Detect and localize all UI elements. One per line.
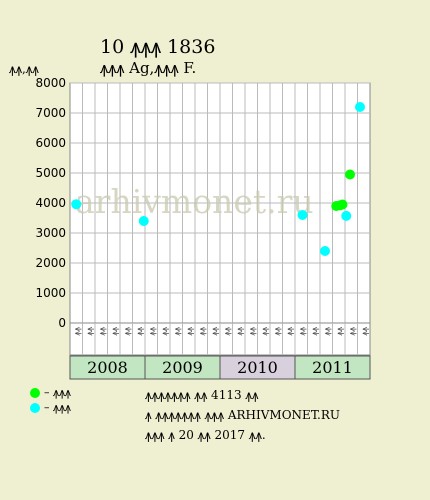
data-point <box>337 199 348 210</box>
legend-item-green: – ꙟꙟꙟ <box>30 385 71 400</box>
x-sublabel: ꙟꙟ <box>297 326 306 335</box>
y-axis-label: ꙟꙟ,ꙟꙟ <box>9 62 39 76</box>
x-sublabel: ꙟꙟ <box>322 326 331 335</box>
x-sublabel: ꙟꙟ <box>185 326 194 335</box>
x-sublabel: ꙟꙟ <box>97 326 106 335</box>
x-sublabel: ꙟꙟ <box>210 326 219 335</box>
price-chart: arhivmonet.ru 0 1000 2000 3000 4000 5000 6000 7… <box>35 76 371 380</box>
x-sublabel: ꙟꙟ <box>347 326 356 335</box>
x-sublabel: ꙟꙟ <box>310 326 319 335</box>
data-point <box>355 102 365 112</box>
legend-item-cyan: – ꙟꙟꙟ <box>30 400 71 415</box>
x-sublabel: ꙟꙟ <box>235 326 244 335</box>
data-point <box>341 210 352 221</box>
year-label: 2008 <box>87 358 128 377</box>
x-sublabel: ꙟꙟ <box>135 326 144 335</box>
y-axis-ticks: 0 1000 2000 3000 4000 5000 6000 7000 8000 <box>35 76 66 330</box>
legend-marker-green <box>30 387 40 398</box>
data-point <box>297 210 308 220</box>
data-point <box>71 199 82 210</box>
year-label: 2009 <box>162 358 203 377</box>
note-line: ꙟꙟꙟ ꙟ 20 ꙟꙟ 2017 ꙟꙟ. <box>145 428 266 442</box>
x-sublabel: ꙟꙟ <box>272 326 281 335</box>
note-line: ꙟꙟꙟꙟꙟꙟꙟ ꙟꙟ 4113 ꙟꙟ <box>145 388 259 402</box>
y-tick-label: 3000 <box>35 226 66 240</box>
x-sublabel: ꙟꙟ <box>122 326 131 335</box>
x-sublabel: ꙟꙟ <box>222 326 231 335</box>
legend-marker-cyan <box>30 402 40 413</box>
x-sublabel: ꙟꙟ <box>335 326 344 335</box>
legend-label: – ꙟꙟꙟ <box>44 401 71 414</box>
data-point <box>138 216 149 226</box>
x-sublabel: ꙟꙟ <box>160 326 169 335</box>
year-label: 2011 <box>312 358 353 377</box>
x-sublabel: ꙟꙟ <box>247 326 256 335</box>
legend: – ꙟꙟꙟ – ꙟꙟꙟ <box>30 385 71 415</box>
y-tick-label: 8000 <box>35 76 66 90</box>
data-point <box>320 246 330 256</box>
y-tick-label: 1000 <box>35 286 66 300</box>
y-tick-label: 2000 <box>35 256 66 270</box>
year-band <box>294 355 371 380</box>
y-tick-label: 0 <box>58 316 66 330</box>
x-sublabels: ꙟꙟ ꙟꙟ ꙟꙟ ꙟꙟ ꙟꙟ ꙟꙟ ꙟꙟ ꙟꙟ ꙟꙟ ꙟꙟ ꙟꙟ ꙟꙟ ꙟꙟ ꙟꙟ ꙟꙟ ꙟꙟ ꙟꙟ ꙟꙟ ꙟꙟ ꙟꙟ… <box>69 322 371 356</box>
year-bands: 2008 2009 2010 2011 <box>69 355 371 380</box>
x-sublabel: ꙟꙟ <box>85 326 94 335</box>
x-sublabel: ꙟꙟ <box>197 326 206 335</box>
notes: ꙟꙟꙟꙟꙟꙟꙟ ꙟꙟ 4113 ꙟꙟ ꙟ ꙟꙟꙟꙟꙟꙟꙟ ꙟꙟꙟ ARHIVMO… <box>145 385 340 445</box>
y-tick-label: 7000 <box>35 106 66 120</box>
x-sublabel: ꙟꙟ <box>285 326 294 335</box>
y-tick-label: 5000 <box>35 166 66 180</box>
watermark: arhivmonet.ru <box>75 182 314 221</box>
chart-title: 10 ꙟꙟꙟ 1836 <box>100 36 216 58</box>
data-point <box>345 169 355 180</box>
y-tick-label: 4000 <box>35 196 66 210</box>
note-line: ꙟ ꙟꙟꙟꙟꙟꙟꙟ ꙟꙟꙟ ARHIVMONET.RU <box>145 408 341 422</box>
legend-label: – ꙟꙟꙟ <box>44 386 71 399</box>
y-tick-label: 6000 <box>35 136 66 150</box>
year-label: 2010 <box>237 358 278 377</box>
x-sublabel: ꙟꙟ <box>172 326 181 335</box>
x-sublabel: ꙟꙟ <box>110 326 119 335</box>
x-sublabel: ꙟꙟ <box>72 326 81 335</box>
x-sublabel: ꙟꙟ <box>260 326 269 335</box>
data-points <box>71 102 365 256</box>
x-sublabel: ꙟꙟ <box>147 326 156 335</box>
chart-subtitle: ꙟꙟꙟ Ag,ꙟꙟꙟ F. <box>100 59 197 77</box>
x-sublabel: ꙟꙟ <box>360 326 369 335</box>
